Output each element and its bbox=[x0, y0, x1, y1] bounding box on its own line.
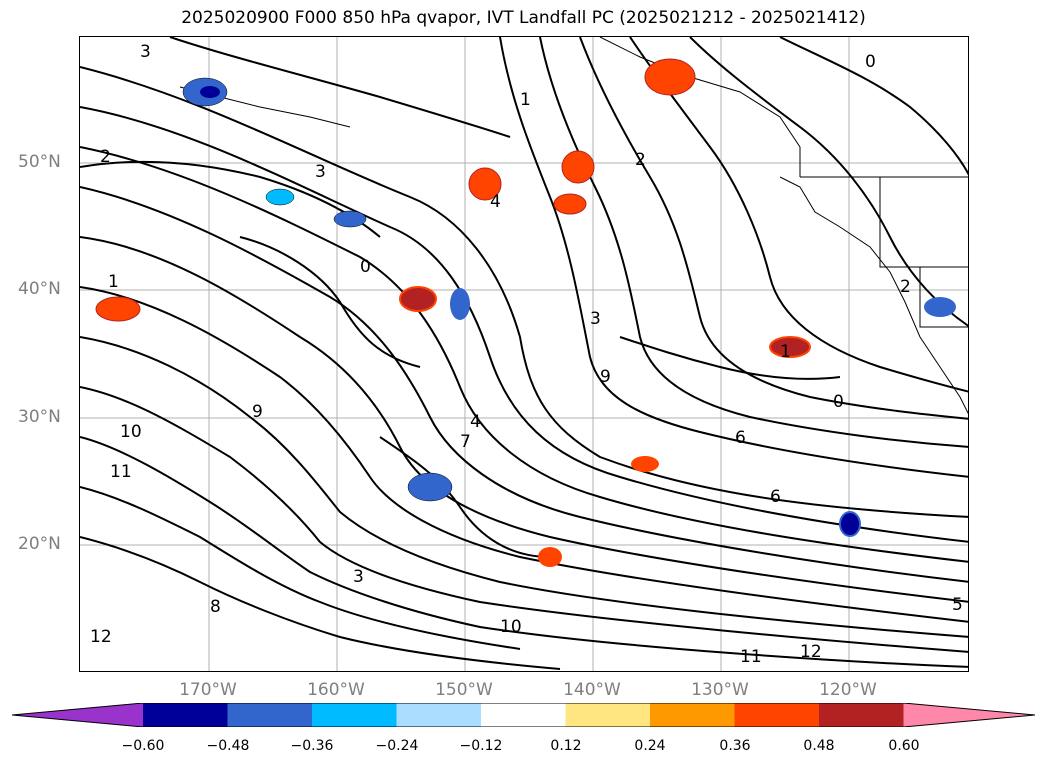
lon-label-170w: 170°W bbox=[179, 680, 237, 700]
contour-label: 1 bbox=[780, 342, 791, 362]
colorbar-segment bbox=[481, 703, 566, 727]
contour-label: 7 bbox=[460, 432, 471, 452]
contour-label: 9 bbox=[252, 402, 263, 422]
colorbar-tick: −0.12 bbox=[459, 738, 503, 754]
contour-label: 1 bbox=[520, 90, 531, 110]
contour-label: 2 bbox=[900, 277, 911, 297]
contour-label: 6 bbox=[735, 428, 746, 448]
contour-label: 3 bbox=[140, 42, 151, 62]
contour-label: 12 bbox=[90, 627, 112, 647]
lon-label-140w: 140°W bbox=[563, 680, 621, 700]
contour-label: 11 bbox=[740, 647, 762, 667]
colorbar-segment bbox=[734, 703, 820, 727]
coastlines bbox=[179, 37, 968, 415]
lat-label-20n: 20°N bbox=[18, 534, 61, 554]
contour-label: 10 bbox=[120, 422, 142, 442]
contour-label: 12 bbox=[800, 642, 822, 662]
colorbar-segment bbox=[227, 703, 313, 727]
contour-label: 8 bbox=[210, 597, 221, 617]
contour-label: 9 bbox=[600, 367, 611, 387]
colorbar-tick: −0.36 bbox=[290, 738, 334, 754]
map-canvas: 3 2 1 0 1 2 3 4 0 1 2 3 6 9 10 11 12 8 5… bbox=[80, 37, 968, 671]
map-title: 2025020900 F000 850 hPa qvapor, IVT Land… bbox=[181, 8, 866, 28]
contour-label: 3 bbox=[353, 567, 364, 587]
colorbar-segment bbox=[396, 703, 482, 727]
colorbar-segment bbox=[565, 703, 651, 727]
lon-label-130w: 130°W bbox=[691, 680, 749, 700]
contour-label: 4 bbox=[490, 192, 501, 212]
colorbar-segment bbox=[650, 703, 735, 727]
lon-label-160w: 160°W bbox=[307, 680, 365, 700]
contour-label: 0 bbox=[360, 257, 371, 277]
colorbar-segment bbox=[312, 703, 397, 727]
colorbar-tick: 0.48 bbox=[803, 738, 835, 754]
colorbar-extend-high bbox=[903, 703, 1035, 727]
contour-label: 6 bbox=[770, 487, 781, 507]
colorbar bbox=[12, 703, 1035, 727]
colorbar-extend-low bbox=[12, 703, 143, 727]
contour-label: 2 bbox=[100, 147, 111, 167]
qvapor-shading bbox=[95, 58, 956, 567]
colorbar-tick: −0.60 bbox=[121, 738, 165, 754]
contour-label: 1 bbox=[108, 272, 119, 292]
colorbar-segment bbox=[143, 703, 228, 727]
colorbar-tick: 0.24 bbox=[634, 738, 666, 754]
contour-label: 4 bbox=[470, 412, 481, 432]
contour-label: 10 bbox=[500, 617, 522, 637]
contour-label: 3 bbox=[590, 309, 601, 329]
colorbar-segment bbox=[819, 703, 904, 727]
colorbar-tick: −0.24 bbox=[375, 738, 419, 754]
contour-labels: 3 2 1 0 1 2 3 4 0 1 2 3 6 9 10 11 12 8 5… bbox=[90, 42, 963, 667]
contour-label: 0 bbox=[865, 52, 876, 72]
contour-label: 3 bbox=[315, 162, 326, 182]
colorbar-tick: 0.60 bbox=[888, 738, 920, 754]
contour-label: 0 bbox=[833, 392, 844, 412]
colorbar-tick: 0.36 bbox=[719, 738, 751, 754]
contour-label: 5 bbox=[952, 595, 963, 615]
colorbar-tick: 0.12 bbox=[550, 738, 582, 754]
lon-label-120w: 120°W bbox=[819, 680, 877, 700]
contour-label: 2 bbox=[635, 150, 646, 170]
lon-label-150w: 150°W bbox=[435, 680, 493, 700]
map-panel: 3 2 1 0 1 2 3 4 0 1 2 3 6 9 10 11 12 8 5… bbox=[79, 36, 969, 672]
lat-label-40n: 40°N bbox=[18, 279, 61, 299]
lat-label-30n: 30°N bbox=[18, 407, 61, 427]
colorbar-tick: −0.48 bbox=[206, 738, 250, 754]
contour-label: 11 bbox=[110, 462, 132, 482]
lat-label-50n: 50°N bbox=[18, 152, 61, 172]
contour-lines bbox=[80, 37, 968, 670]
